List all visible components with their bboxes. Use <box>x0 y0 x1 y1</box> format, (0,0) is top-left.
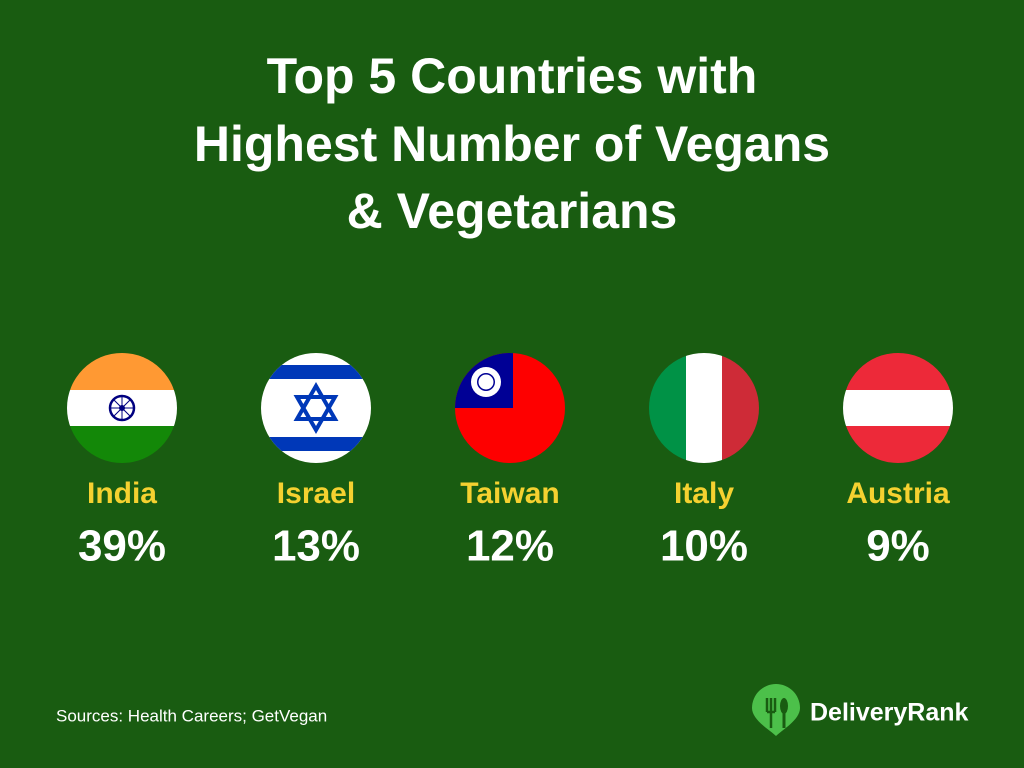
country-name: Taiwan <box>460 477 559 510</box>
country-name: Israel <box>277 477 355 510</box>
country-name: Austria <box>846 477 950 510</box>
brand-name: DeliveryRank <box>810 699 969 727</box>
flag-israel <box>261 353 371 463</box>
flag-austria <box>843 353 953 463</box>
country-name: India <box>87 477 157 510</box>
flag-taiwan <box>455 353 565 463</box>
title-line: Top 5 Countries with <box>267 48 758 104</box>
title-line: Highest Number of Vegans <box>194 116 830 172</box>
country-value: 39% <box>78 522 166 571</box>
brand-logo <box>752 684 800 736</box>
flag-india <box>67 353 177 463</box>
country-name: Italy <box>674 477 734 510</box>
flag-italy <box>649 353 759 463</box>
title-line: & Vegetarians <box>347 183 678 239</box>
country-value: 9% <box>866 522 930 571</box>
country-value: 10% <box>660 522 748 571</box>
country-value: 13% <box>272 522 360 571</box>
country-value: 12% <box>466 522 554 571</box>
source-note: Sources: Health Careers; GetVegan <box>56 706 327 725</box>
